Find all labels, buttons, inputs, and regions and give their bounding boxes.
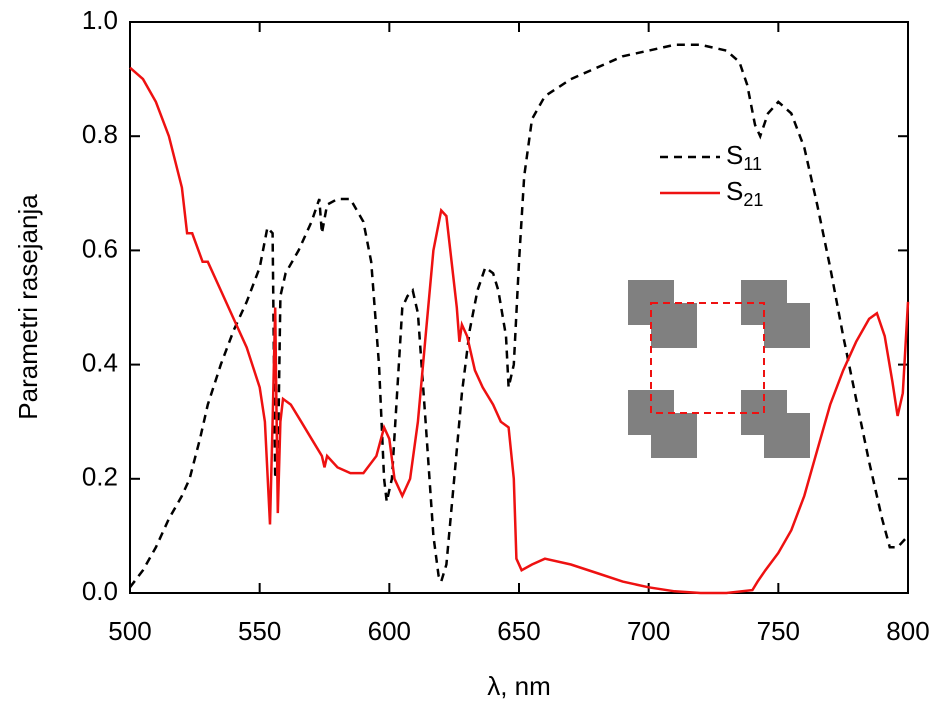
y-tick-label: 0.6 [82,233,118,263]
legend-label: S11 [726,140,762,174]
x-tick-label: 750 [757,616,800,646]
x-tick-label: 550 [238,616,281,646]
x-tick-label: 700 [627,616,670,646]
y-tick-label: 0.4 [82,347,118,377]
y-tick-label: 0.2 [82,462,118,492]
inset-diagram [628,280,810,458]
y-tick-label: 1.0 [82,5,118,35]
legend-label: S21 [726,176,763,210]
y-tick-label: 0.8 [82,119,118,149]
x-tick-label: 650 [497,616,540,646]
x-tick-label: 500 [108,616,151,646]
x-axis-label: λ, nm [487,671,551,701]
x-tick-label: 800 [886,616,929,646]
series-line [129,43,909,589]
series-line [129,66,910,595]
y-axis-label: Parametri rasejanja [13,194,43,420]
x-tick-label: 600 [368,616,411,646]
y-tick-label: 0.0 [82,576,118,606]
